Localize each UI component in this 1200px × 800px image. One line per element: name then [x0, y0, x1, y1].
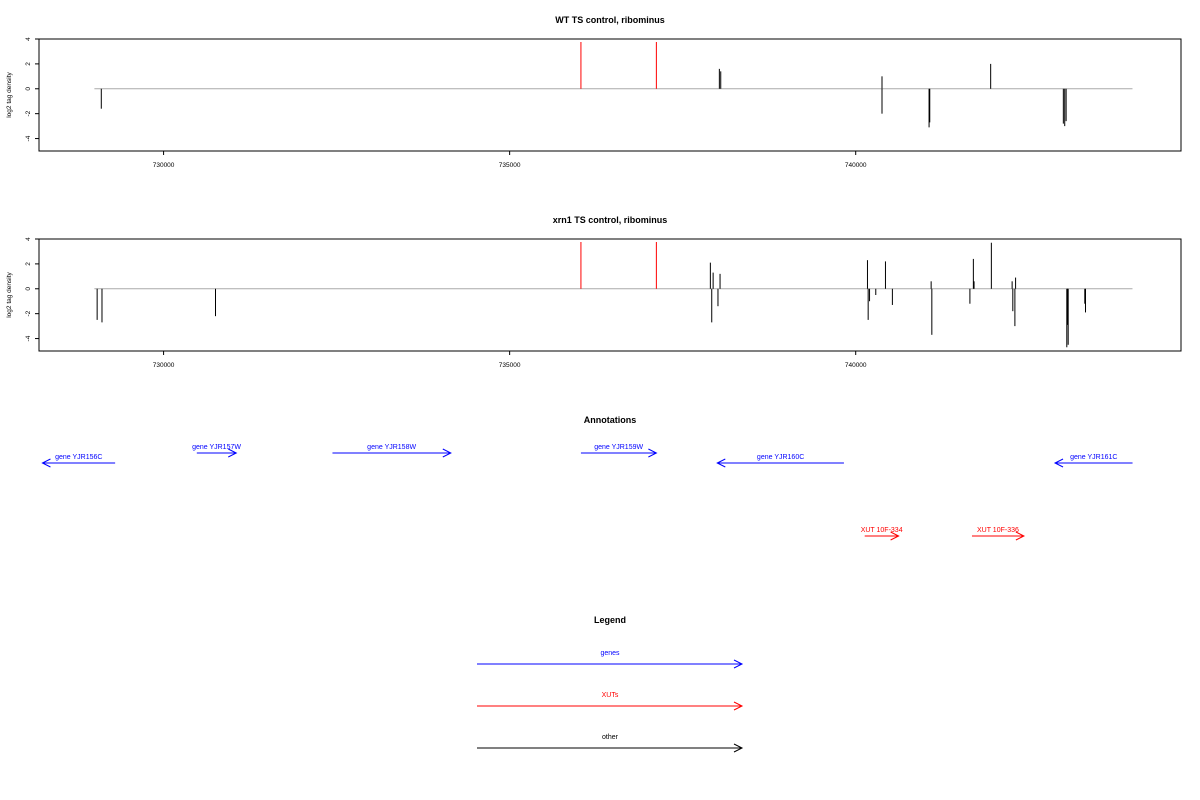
legend-label: genes [600, 650, 620, 657]
x-axis: 730000 735000 740000 [153, 351, 867, 369]
y-tick-label: -4 [25, 335, 32, 341]
signal-bars [100, 63, 1067, 128]
legend: Legend genes XUTs other [477, 615, 744, 753]
y-axis: 4 2 0 -2 -4 [25, 237, 39, 341]
annotation-label: XUT 10F-336 [977, 527, 1019, 534]
legend-arrow-head [733, 743, 744, 753]
legend-items: genes XUTs other [477, 650, 744, 753]
x-tick-label: 730000 [153, 162, 175, 169]
legend-label: other [602, 734, 619, 741]
y-axis: 4 2 0 -2 -4 [25, 37, 39, 141]
panel-xrn1: xrn1 TS control, ribominus log2 tag dens… [6, 215, 1182, 369]
legend-item: XUTs [477, 692, 744, 711]
y-tick-label: -2 [25, 310, 32, 316]
annotation-label: XUT 10F-334 [861, 527, 903, 534]
legend-arrow-head [733, 701, 744, 711]
xut-annotation: XUT 10F-334 [861, 527, 903, 541]
annotation-arrow-head [442, 448, 452, 458]
y-tick-label: 4 [25, 37, 32, 41]
gene-annotation: gene YJR156C [41, 454, 116, 468]
x-axis: 730000 735000 740000 [153, 151, 867, 169]
annotation-label: gene YJR156C [55, 454, 102, 461]
annotation-arrow-head [1015, 531, 1026, 541]
y-axis-label: log2 tag density [6, 271, 13, 317]
y-tick-label: 2 [25, 62, 32, 66]
legend-item: genes [477, 650, 744, 669]
annotations-title: Annotations [584, 415, 637, 425]
annotation-arrow-head [228, 448, 238, 458]
y-tick-label: -2 [25, 110, 32, 116]
panel-title: WT TS control, ribominus [555, 15, 665, 25]
plot-frame [38, 38, 1182, 152]
signal-bars [96, 242, 1086, 348]
y-tick-label: 0 [25, 87, 32, 91]
annotation-arrow-head [1053, 458, 1064, 468]
gene-annotation: gene YJR157W [192, 444, 241, 458]
legend-arrow-head [733, 659, 744, 669]
annotation-label: gene YJR158W [367, 444, 416, 451]
annotation-label: gene YJR157W [192, 444, 241, 451]
y-tick-label: 2 [25, 262, 32, 266]
y-tick-label: -4 [25, 135, 32, 141]
annotation-arrow-head [648, 448, 658, 458]
gene-annotation: gene YJR158W [332, 444, 452, 458]
highlight-lines [580, 42, 657, 89]
y-axis-label: log2 tag density [6, 71, 13, 117]
panel-wt: WT TS control, ribominus log2 tag densit… [6, 15, 1182, 169]
x-tick-label: 735000 [499, 362, 521, 369]
y-tick-label: 0 [25, 287, 32, 291]
annotation-label: gene YJR160C [757, 454, 804, 461]
annotation-arrow-head [716, 458, 726, 468]
gene-annotation: gene YJR160C [716, 454, 844, 468]
annotation-label: gene YJR161C [1070, 454, 1117, 461]
xut-annotation: XUT 10F-336 [971, 527, 1026, 541]
x-tick-label: 740000 [845, 162, 867, 169]
gene-annotation: gene YJR161C [1053, 454, 1133, 468]
y-tick-label: 4 [25, 237, 32, 241]
annotation-tracks: gene YJR156C gene YJR157W gene YJR158W gene… [41, 444, 1133, 541]
gene-annotation: gene YJR159W [580, 444, 658, 458]
legend-title: Legend [594, 615, 626, 625]
annotation-label: gene YJR159W [594, 444, 643, 451]
annotation-arrow-head [890, 531, 900, 541]
x-tick-label: 740000 [845, 362, 867, 369]
x-tick-label: 730000 [153, 362, 175, 369]
plot-frame [38, 238, 1182, 352]
x-tick-label: 735000 [499, 162, 521, 169]
annotation-arrow-head [41, 458, 51, 468]
panel-title: xrn1 TS control, ribominus [553, 215, 668, 225]
legend-item: other [477, 734, 744, 753]
legend-label: XUTs [602, 692, 619, 699]
highlight-lines [580, 242, 657, 289]
